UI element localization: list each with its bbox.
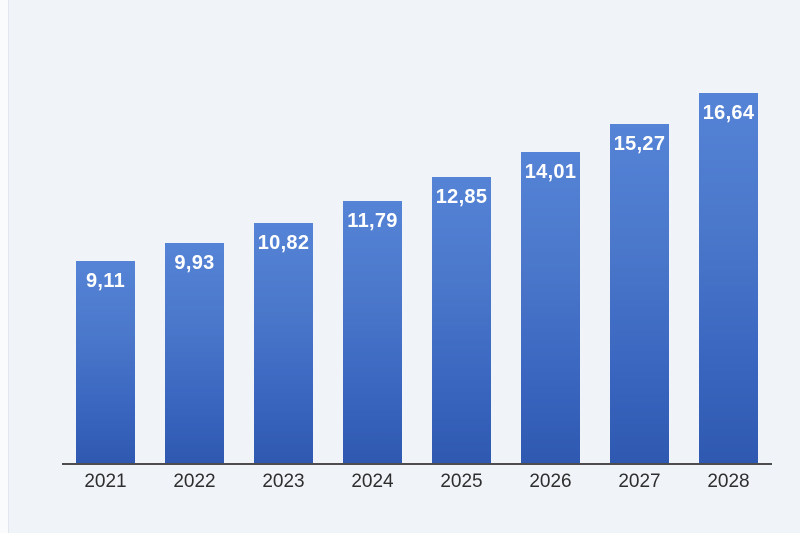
bar: 9,11 [76, 261, 135, 464]
bar-chart: 9,11 9,93 10,82 11,79 12,85 14,01 15,27 16,64 2… [62, 0, 772, 492]
bar-value-label: 10,82 [257, 232, 310, 254]
bar: 15,27 [610, 124, 669, 464]
x-axis-tick-label: 2023 [262, 471, 305, 492]
x-axis-tick-label: 2022 [173, 471, 216, 492]
x-axis-tick-label: 2021 [84, 471, 127, 492]
bar-value-label: 11,79 [347, 210, 398, 232]
bar-value-label: 14,01 [524, 161, 577, 183]
bar-value-label: 16,64 [702, 102, 755, 124]
x-axis-tick-label: 2026 [529, 471, 572, 492]
x-axis-tick-labels: 2021 2022 2023 2024 2025 2026 2027 2028 [62, 471, 772, 493]
panel-left-edge [0, 0, 9, 533]
x-axis-tick-label: 2027 [618, 471, 661, 492]
bar: 12,85 [432, 177, 491, 464]
bars-area: 9,11 9,93 10,82 11,79 12,85 14,01 15,27 16,64 [62, 0, 772, 464]
x-axis-tick-label: 2025 [440, 471, 483, 492]
bar-value-label: 9,11 [85, 270, 126, 292]
x-axis-line [62, 463, 772, 465]
bar-value-label: 12,85 [435, 186, 488, 208]
bar: 16,64 [699, 93, 758, 464]
bar: 9,93 [165, 243, 224, 464]
x-axis-tick-label: 2024 [351, 471, 394, 492]
bar-value-label: 9,93 [174, 252, 215, 274]
bar: 10,82 [254, 223, 313, 464]
x-axis-tick-label: 2028 [707, 471, 750, 492]
bar: 14,01 [521, 152, 580, 464]
bar-value-label: 15,27 [613, 133, 666, 155]
bar: 11,79 [343, 201, 402, 464]
